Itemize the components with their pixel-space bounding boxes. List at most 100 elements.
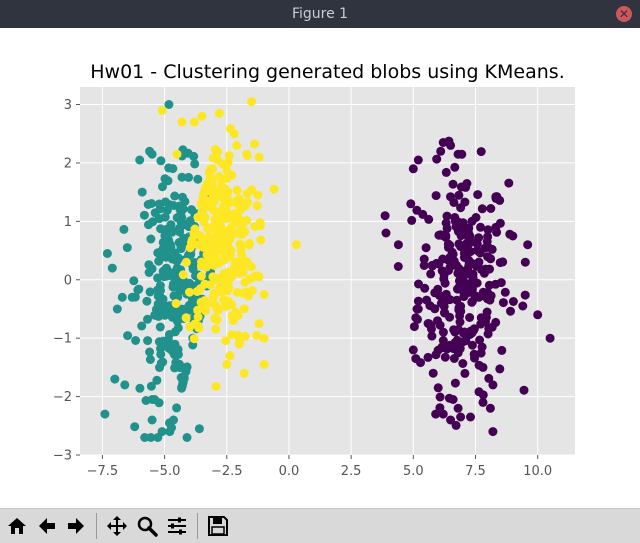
scatter-point [445, 312, 455, 322]
y-tick-label: 1 [64, 215, 72, 230]
scatter-point [474, 233, 484, 243]
scatter-point [380, 211, 390, 221]
scatter-point [381, 228, 391, 238]
sliders-icon[interactable] [164, 513, 190, 539]
scatter-point [219, 227, 229, 237]
scatter-point [190, 159, 200, 169]
scatter-point [420, 283, 430, 293]
scatter-point [409, 322, 419, 332]
scatter-point [239, 368, 249, 378]
scatter-point [451, 420, 461, 430]
scatter-point [171, 299, 181, 308]
scatter-point [214, 108, 224, 118]
scatter-point [229, 129, 239, 139]
scatter-point [135, 383, 145, 393]
scatter-point [433, 383, 443, 393]
scatter-point [158, 182, 167, 192]
scatter-point [488, 380, 498, 390]
home-icon[interactable] [4, 513, 30, 539]
scatter-point [221, 336, 231, 346]
scatter-point [435, 291, 444, 300]
close-icon[interactable]: ✕ [616, 6, 632, 22]
scatter-point [170, 339, 180, 349]
scatter-point [185, 287, 194, 297]
scatter-point [433, 345, 443, 355]
scatter-point [156, 156, 166, 166]
scatter-point [206, 187, 216, 197]
scatter-point [419, 254, 429, 264]
scatter-point [477, 342, 487, 352]
scatter-point [227, 170, 237, 180]
scatter-point [229, 229, 239, 239]
scatter-point [119, 224, 129, 234]
scatter-point [177, 382, 187, 392]
scatter-point [491, 192, 501, 202]
scatter-point [444, 265, 454, 275]
scatter-point [436, 146, 446, 156]
scatter-point [199, 217, 209, 227]
scatter-point [221, 244, 231, 254]
scatter-point [145, 146, 155, 156]
zoom-icon[interactable] [134, 513, 160, 539]
scatter-point [465, 313, 475, 322]
scatter-point [211, 152, 221, 162]
data-points [100, 97, 555, 442]
pan-icon[interactable] [104, 513, 130, 539]
scatter-point [196, 271, 206, 281]
scatter-point [143, 336, 153, 346]
scatter-point [439, 274, 449, 284]
scatter-point [178, 305, 187, 315]
scatter-point [438, 409, 448, 419]
scatter-point [476, 265, 486, 274]
scatter-point [178, 270, 188, 280]
scatter-point [205, 165, 215, 174]
scatter-point [474, 257, 484, 267]
y-tick-label: −3 [53, 449, 72, 464]
scatter-point [161, 301, 171, 311]
scatter-point [209, 206, 219, 215]
scatter-point [159, 266, 169, 276]
scatter-point [184, 172, 194, 182]
scatter-point [255, 221, 265, 230]
scatter-point [406, 199, 416, 209]
scatter-point [495, 258, 505, 268]
scatter-point [140, 433, 150, 442]
scatter-point [158, 357, 168, 367]
scatter-point [247, 97, 257, 107]
scatter-point [483, 288, 493, 298]
scatter-point [223, 158, 233, 168]
scatter-chart: −7.5 −5.0 −2.5 0.0 2.5 5.0 7.5 10.0 −3−2−10123 … [53, 61, 575, 479]
scatter-point [445, 240, 455, 250]
scatter-point [163, 176, 173, 186]
scatter-point [161, 197, 170, 207]
scatter-point [438, 336, 448, 345]
scatter-point [238, 288, 248, 298]
arrow-left-icon[interactable] [34, 513, 60, 539]
arrow-right-icon[interactable] [63, 513, 89, 539]
scatter-point [247, 185, 256, 195]
scatter-point [193, 240, 203, 250]
scatter-point [435, 392, 445, 402]
scatter-point [156, 247, 166, 256]
scatter-point [488, 427, 498, 437]
scatter-point [442, 344, 452, 354]
scatter-point [212, 315, 222, 325]
scatter-point [498, 298, 508, 308]
scatter-point [433, 316, 442, 326]
scatter-point [438, 138, 448, 147]
scatter-point [454, 190, 464, 200]
scatter-point [225, 351, 235, 361]
scatter-point [189, 117, 199, 127]
scatter-point [174, 279, 184, 289]
x-tick-label: 0.0 [279, 464, 300, 479]
scatter-point [456, 412, 466, 422]
scatter-point [441, 218, 451, 228]
scatter-point [252, 201, 262, 211]
scatter-point [218, 202, 228, 212]
scatter-point [188, 264, 198, 274]
scatter-point [233, 330, 243, 340]
scatter-point [186, 280, 196, 290]
scatter-point [413, 155, 423, 165]
scatter-point [497, 345, 507, 355]
save-icon[interactable] [205, 513, 231, 539]
